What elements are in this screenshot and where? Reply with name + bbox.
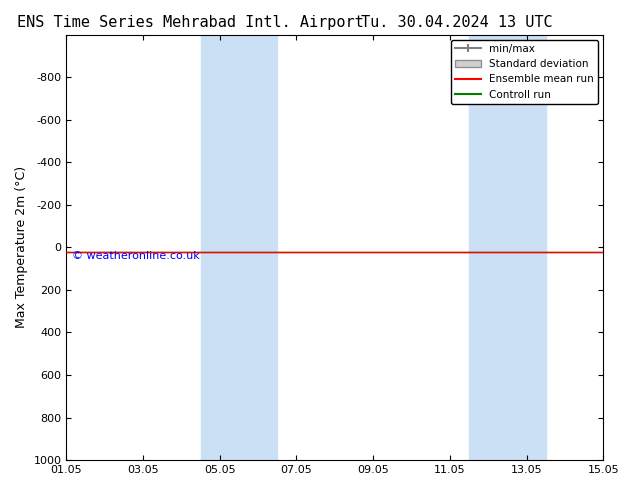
Bar <box>200 35 277 460</box>
Bar <box>469 35 546 460</box>
Text: Tu. 30.04.2024 13 UTC: Tu. 30.04.2024 13 UTC <box>361 15 552 30</box>
Text: © weatheronline.co.uk: © weatheronline.co.uk <box>72 251 200 261</box>
Text: ENS Time Series Mehrabad Intl. Airport: ENS Time Series Mehrabad Intl. Airport <box>17 15 363 30</box>
Y-axis label: Max Temperature 2m (°C): Max Temperature 2m (°C) <box>15 166 28 328</box>
Legend: min/max, Standard deviation, Ensemble mean run, Controll run: min/max, Standard deviation, Ensemble me… <box>451 40 598 104</box>
